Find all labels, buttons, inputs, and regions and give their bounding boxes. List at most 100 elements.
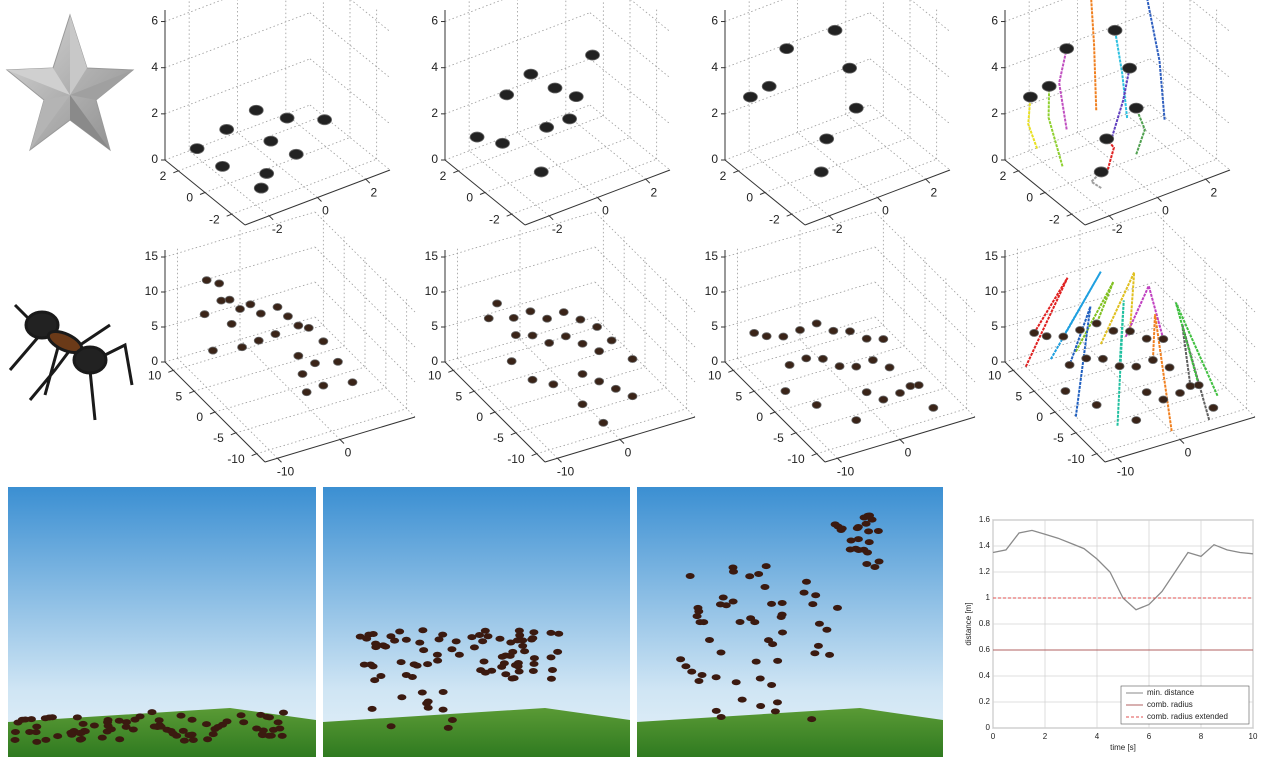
point xyxy=(560,332,571,341)
render-dot xyxy=(67,731,77,738)
grid-line xyxy=(1004,104,1151,161)
x-tick-label: -2 xyxy=(832,222,843,236)
render-dot xyxy=(513,663,523,670)
point xyxy=(928,403,939,412)
render-dot xyxy=(275,725,285,732)
render-dot xyxy=(692,613,702,620)
tick-mark xyxy=(173,170,179,174)
point xyxy=(508,313,519,322)
grid-line xyxy=(724,104,871,161)
render-dot xyxy=(546,675,556,682)
render-dot xyxy=(687,668,697,675)
render-dot xyxy=(480,669,490,676)
grid-line xyxy=(1018,115,1164,172)
render-dot xyxy=(845,546,855,553)
render-dot xyxy=(554,630,564,637)
render-dot xyxy=(32,738,42,745)
render-dot xyxy=(495,635,505,642)
point xyxy=(539,121,555,133)
grid-line xyxy=(256,408,407,455)
render-dot xyxy=(861,520,871,527)
grid-line xyxy=(724,281,876,328)
render-dot xyxy=(862,561,872,568)
render-dot xyxy=(447,717,457,724)
render-dot xyxy=(754,570,764,577)
render-dot xyxy=(694,608,704,615)
point xyxy=(288,148,304,160)
point xyxy=(598,418,609,427)
z-tick-label: 0 xyxy=(431,152,438,166)
point xyxy=(594,377,605,386)
grid-line xyxy=(458,115,604,172)
render-dot xyxy=(746,615,756,622)
z-tick-label: 0 xyxy=(431,354,438,368)
z-tick-label: 15 xyxy=(145,249,159,263)
point xyxy=(1175,389,1185,397)
point xyxy=(577,400,588,409)
grid-line xyxy=(468,150,550,217)
tick-mark xyxy=(597,197,602,202)
trajectory xyxy=(1146,0,1166,120)
x-tick-label: 2 xyxy=(370,185,377,199)
render-dot xyxy=(697,671,707,678)
z-tick-label: 6 xyxy=(991,14,998,28)
grid-line xyxy=(444,58,591,115)
point xyxy=(297,370,308,378)
render-dot xyxy=(386,633,396,640)
tick-mark xyxy=(479,192,486,195)
point xyxy=(215,160,230,172)
render-dot xyxy=(188,736,198,743)
render-dot xyxy=(20,716,30,723)
render-dot xyxy=(767,600,777,607)
render-dot xyxy=(396,659,406,666)
legend-label: comb. radius xyxy=(1147,700,1193,709)
point xyxy=(861,388,872,397)
render-dot xyxy=(799,589,809,596)
y-tick-label: 0 xyxy=(1026,191,1033,205)
point xyxy=(827,24,843,36)
grid-line xyxy=(764,137,911,193)
grid-line xyxy=(536,408,687,455)
z-tick-label: 2 xyxy=(991,106,998,120)
point xyxy=(606,336,617,345)
tick-mark xyxy=(453,170,459,174)
render-dot xyxy=(222,718,232,725)
x-tick-label: -2 xyxy=(552,222,563,236)
point xyxy=(270,330,281,338)
grid-line xyxy=(799,339,901,440)
tick-mark xyxy=(645,178,651,184)
tick-mark xyxy=(759,192,766,195)
point xyxy=(226,320,237,328)
grid-line xyxy=(869,12,951,79)
x-tick-label: -2 xyxy=(272,222,283,236)
point xyxy=(761,332,772,341)
grid-line xyxy=(869,104,951,171)
y-tick-label: -10 xyxy=(507,452,525,466)
z-tick-label: 0 xyxy=(991,354,998,368)
render-dot xyxy=(187,716,197,723)
grid-line xyxy=(1071,158,1217,215)
point xyxy=(1058,332,1069,341)
render-dot xyxy=(528,635,538,642)
y-tick-label: 0.4 xyxy=(979,671,991,680)
y-tick-label: 10 xyxy=(428,369,442,383)
point xyxy=(558,308,569,317)
tick-mark xyxy=(365,178,371,184)
point xyxy=(568,91,584,103)
trajectory xyxy=(1049,271,1102,360)
x-tick-label: 0 xyxy=(345,446,352,460)
render-dot xyxy=(278,709,288,716)
point xyxy=(851,416,862,425)
render-dot xyxy=(773,657,783,664)
z-tick-label: 4 xyxy=(431,60,438,74)
z-tick-label: 6 xyxy=(711,14,718,28)
grid-line xyxy=(511,158,657,215)
render-dot xyxy=(814,620,824,627)
x-tick-label: 0 xyxy=(905,446,912,460)
tick-mark xyxy=(531,453,537,457)
point xyxy=(811,401,822,409)
y-axis-label: distance [m] xyxy=(964,602,973,645)
y-tick-label: 0 xyxy=(476,410,483,424)
grid-line xyxy=(237,132,318,198)
